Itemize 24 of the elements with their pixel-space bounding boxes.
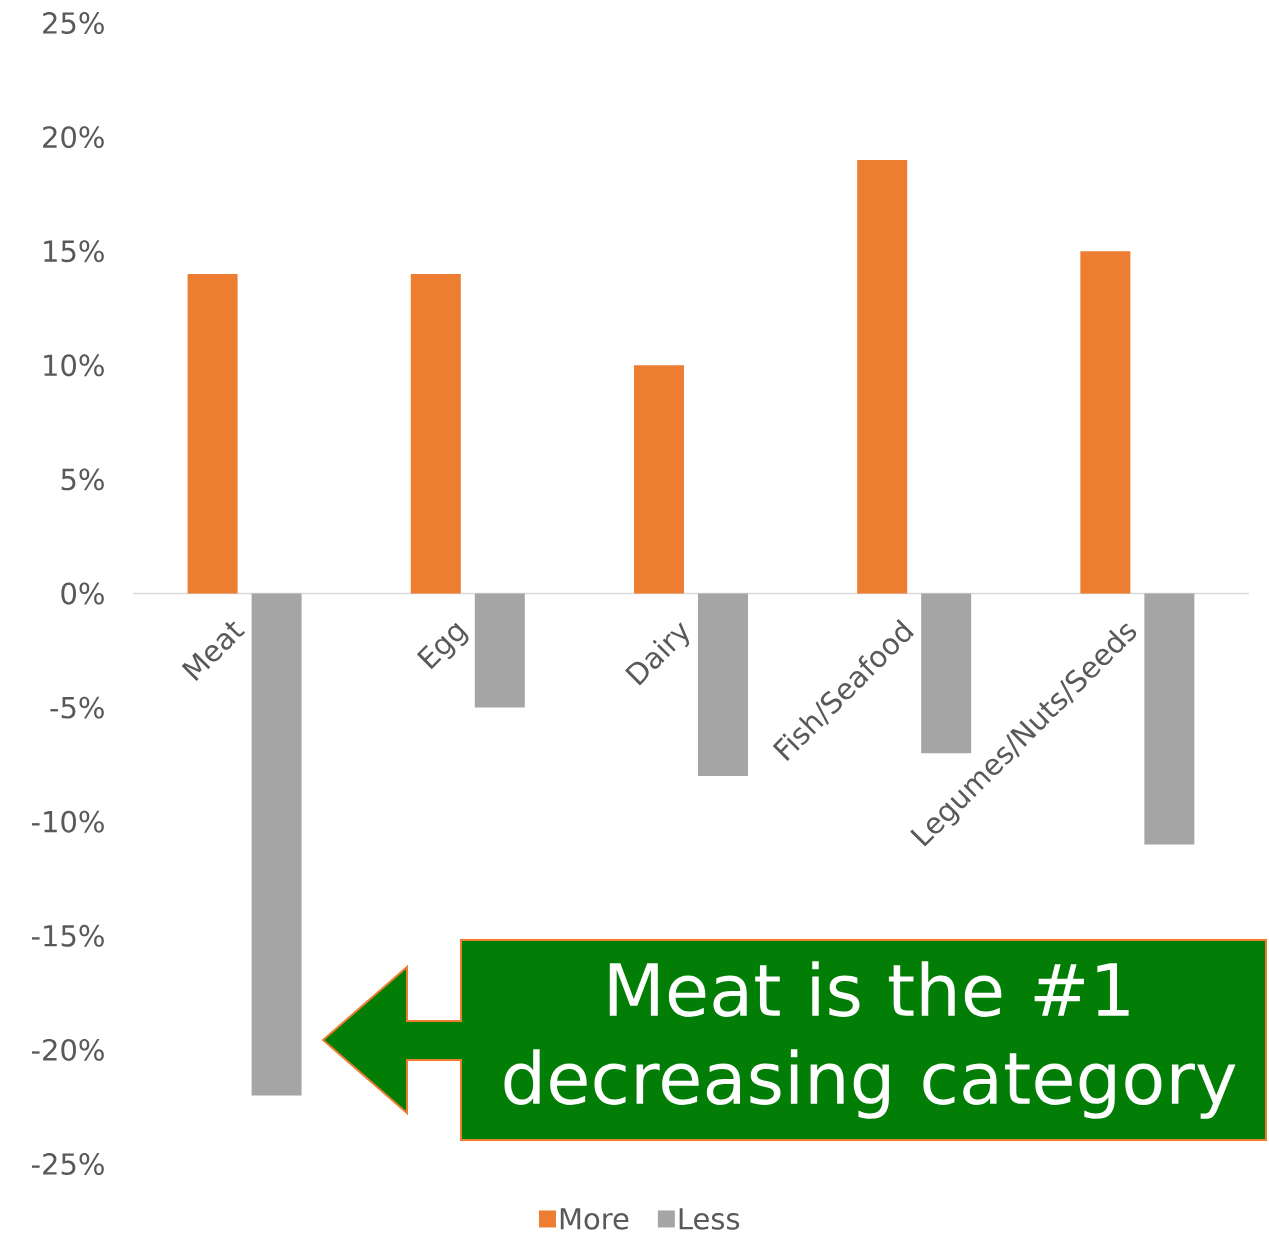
bar — [633, 365, 684, 594]
y-tick-label: -20% — [31, 1038, 104, 1061]
legend-label: Less — [679, 1208, 740, 1230]
bar — [1080, 251, 1131, 594]
y-tick-label: 5% — [61, 468, 104, 491]
legend-label: More — [560, 1208, 629, 1230]
y-tick-label: -25% — [31, 1153, 104, 1175]
bar — [410, 274, 461, 594]
x-tick-label: Egg — [416, 622, 469, 670]
bar — [1144, 593, 1195, 845]
bar — [857, 159, 908, 594]
y-tick-label: 10% — [44, 354, 104, 377]
y-tick-label: -10% — [31, 810, 104, 833]
y-tick-label: 20% — [43, 126, 104, 149]
bar — [251, 593, 302, 1096]
y-tick-label: 0% — [61, 582, 104, 605]
bar — [187, 274, 238, 594]
y-tick-label: 15% — [44, 240, 104, 263]
bar — [697, 593, 748, 777]
annotation: Meat is the #1 decreasing category — [504, 961, 1236, 1119]
y-tick-label: 25% — [43, 12, 104, 34]
y-tick-label: -5% — [50, 696, 104, 719]
bar — [474, 593, 525, 708]
y-tick-label: -15% — [31, 924, 104, 947]
